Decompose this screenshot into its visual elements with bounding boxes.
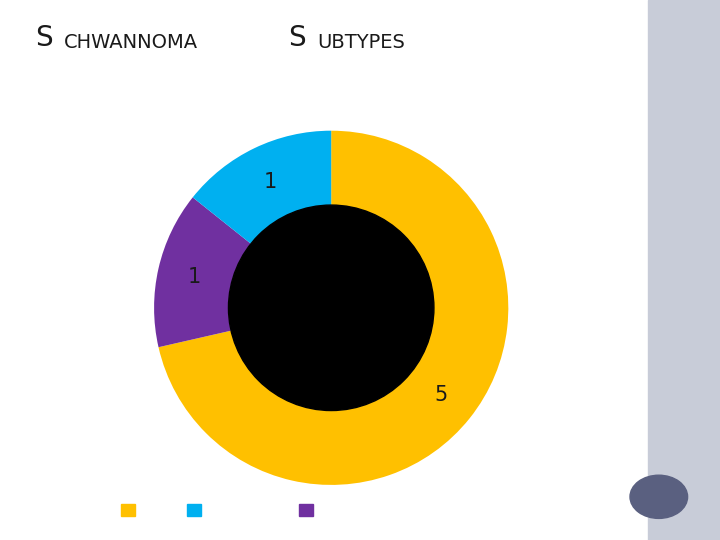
Text: S: S — [289, 24, 306, 52]
Circle shape — [228, 205, 434, 410]
Text: 5: 5 — [434, 385, 447, 405]
Legend: Vagal, Hypoglossal, Cervical Sympathetic plexus: Vagal, Hypoglossal, Cervical Sympathetic… — [121, 504, 516, 518]
Wedge shape — [154, 197, 251, 347]
Bar — [648, 0, 720, 540]
Wedge shape — [193, 131, 331, 244]
Text: 1: 1 — [264, 172, 277, 192]
Text: CHWANNOMA: CHWANNOMA — [63, 33, 198, 52]
Wedge shape — [158, 131, 508, 485]
Text: S: S — [35, 24, 53, 52]
Circle shape — [630, 475, 688, 518]
Text: 1: 1 — [188, 267, 202, 287]
Text: UBTYPES: UBTYPES — [317, 33, 405, 52]
